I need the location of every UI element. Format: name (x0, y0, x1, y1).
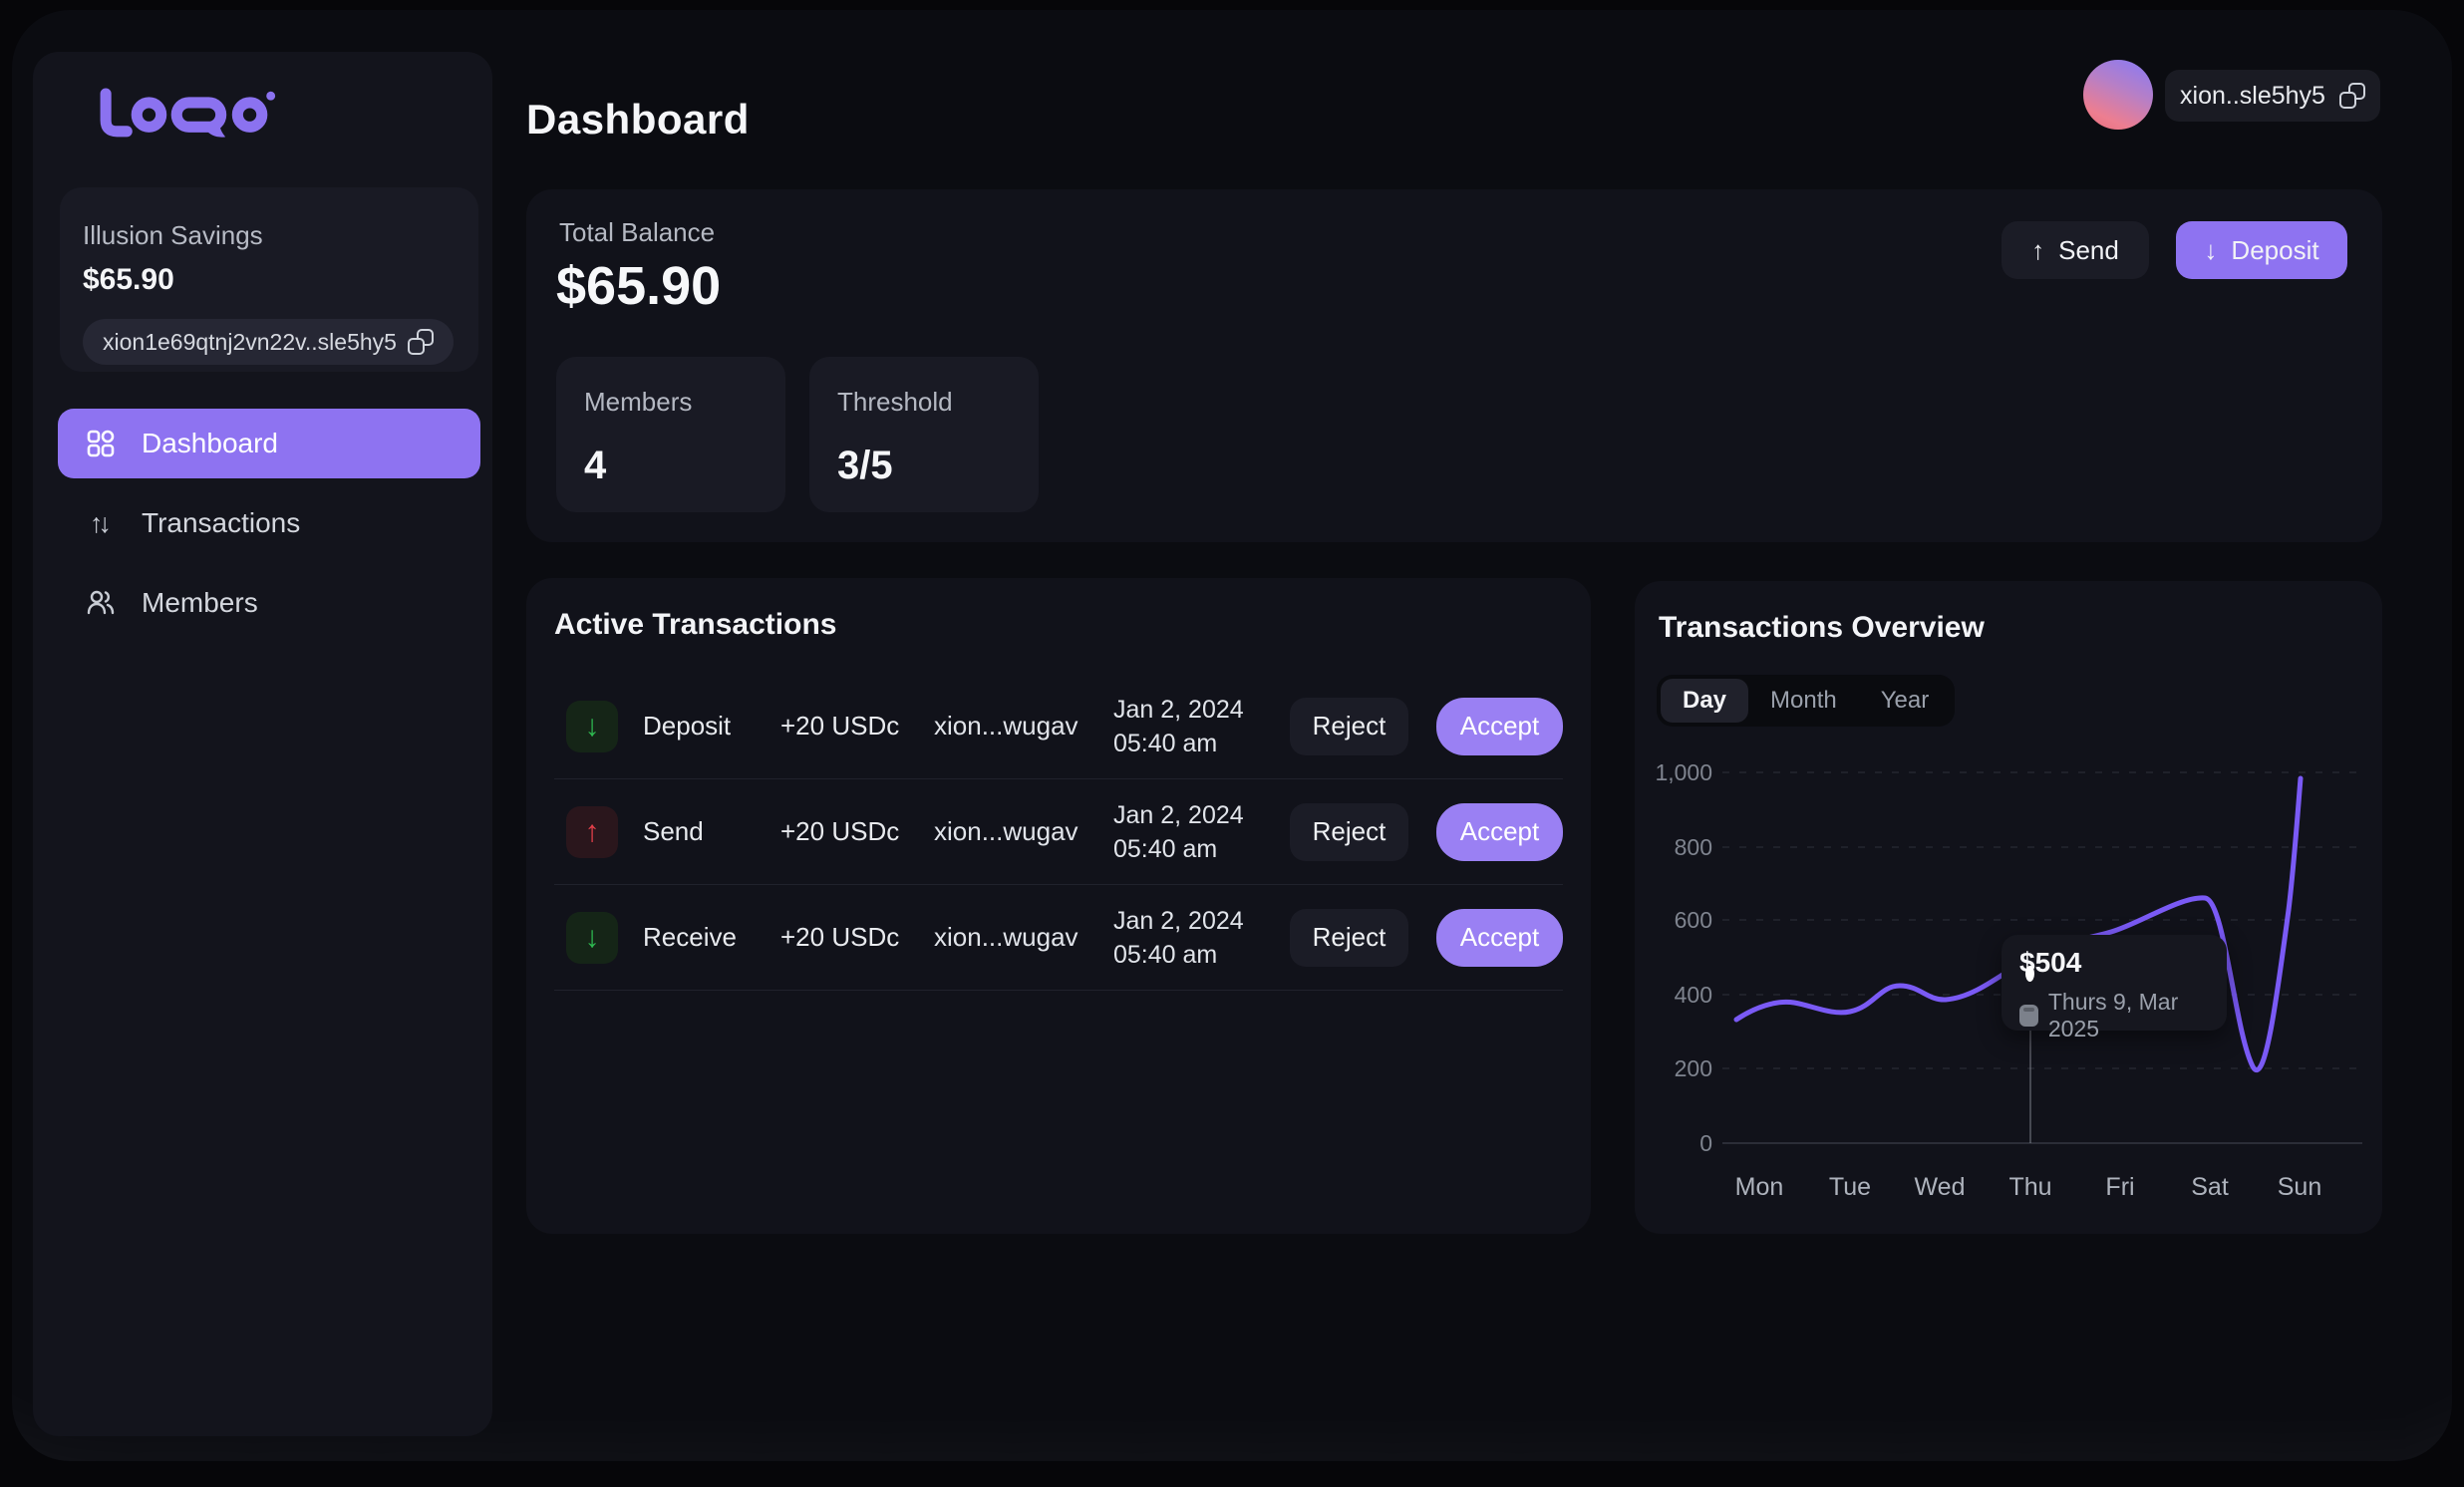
tx-date: Jan 2, 2024 (1113, 800, 1244, 829)
account-name: Illusion Savings (83, 220, 263, 250)
tx-amount: +20 USDc (780, 711, 900, 741)
sidebar: Illusion Savings $65.90 xion1e69qtnj2vn2… (33, 52, 492, 1436)
account-summary-card: Illusion Savings $65.90 xion1e69qtnj2vn2… (60, 187, 478, 372)
tab-month[interactable]: Month (1770, 687, 1837, 714)
threshold-stat-card: Threshold 3/5 (809, 357, 1039, 512)
deposit-button-label: Deposit (2231, 234, 2319, 265)
account-address-pill[interactable]: xion1e69qtnj2vn22v..sle5hy5 (83, 319, 454, 365)
reject-button[interactable]: Reject (1290, 802, 1408, 861)
deposit-arrow-icon: ↓ (566, 700, 618, 752)
total-balance-label: Total Balance (559, 217, 716, 247)
account-address: xion1e69qtnj2vn22v..sle5hy5 (103, 328, 397, 355)
members-stat-card: Members 4 (556, 357, 785, 512)
tx-date: Jan 2, 2024 (1113, 906, 1244, 935)
tooltip-value: $504 (2019, 947, 2082, 978)
members-stat-value: 4 (584, 444, 607, 487)
tx-address: xion...wugav (934, 922, 1078, 952)
table-row: ↓ Deposit +20 USDc xion...wugav Jan 2, 2… (554, 674, 1563, 779)
account-balance: $65.90 (83, 263, 174, 296)
arrow-down-icon: ↓ (2204, 234, 2218, 265)
y-tick: 0 (1699, 1130, 1712, 1156)
tab-year[interactable]: Year (1880, 687, 1930, 714)
avatar[interactable] (2083, 60, 2153, 130)
x-tick: Tue (1829, 1173, 1871, 1201)
y-tick: 600 (1675, 907, 1712, 933)
sidebar-item-label: Dashboard (142, 428, 278, 458)
table-row: ↓ Receive +20 USDc xion...wugav Jan 2, 2… (554, 885, 1563, 991)
transactions-overview-title: Transactions Overview (1659, 611, 1985, 644)
threshold-stat-value: 3/5 (837, 444, 893, 487)
tx-type: Send (643, 816, 704, 846)
tx-datetime: Jan 2, 2024 05:40 am (1113, 693, 1290, 760)
chart-tooltip: $504 Thurs 9, Mar 2025 (2002, 935, 2227, 1041)
reject-button[interactable]: Reject (1290, 908, 1408, 967)
sidebar-item-label: Transactions (142, 507, 301, 538)
send-button-label: Send (2058, 234, 2119, 265)
copy-icon[interactable] (408, 329, 434, 355)
accept-button[interactable]: Accept (1436, 908, 1563, 967)
reject-button[interactable]: Reject (1290, 697, 1408, 755)
x-tick: Fri (2105, 1173, 2134, 1201)
x-tick: Thu (2008, 1173, 2051, 1201)
tx-type: Deposit (643, 711, 732, 741)
tx-datetime: Jan 2, 2024 05:40 am (1113, 798, 1290, 866)
range-tabs: Day Month Year (1657, 675, 1956, 727)
transactions-arrows-icon: ↑↓ (90, 507, 112, 538)
tx-time: 05:40 am (1113, 834, 1218, 863)
x-tick: Sat (2191, 1173, 2229, 1201)
tx-time: 05:40 am (1113, 729, 1218, 757)
tx-datetime: Jan 2, 2024 05:40 am (1113, 904, 1290, 972)
page-title: Dashboard (526, 96, 750, 143)
x-tick: Mon (1735, 1173, 1784, 1201)
accept-button[interactable]: Accept (1436, 802, 1563, 861)
dashboard-grid-icon (86, 429, 116, 458)
tooltip-date: Thurs 9, Mar 2025 (2047, 989, 2179, 1041)
transactions-list: ↓ Deposit +20 USDc xion...wugav Jan 2, 2… (554, 674, 1563, 991)
send-arrow-icon: ↑ (566, 805, 618, 858)
y-tick: 400 (1675, 982, 1712, 1008)
tx-type: Receive (643, 922, 737, 952)
tx-amount: +20 USDc (780, 922, 900, 952)
members-people-icon (86, 588, 116, 618)
x-tick: Wed (1915, 1173, 1966, 1201)
app-logo (95, 88, 294, 145)
tx-time: 05:40 am (1113, 940, 1218, 969)
y-tick: 1,000 (1655, 759, 1712, 785)
send-button[interactable]: ↑ Send (2002, 221, 2149, 279)
copy-icon[interactable] (2338, 83, 2365, 109)
tab-day[interactable]: Day (1661, 679, 1749, 723)
hover-point-marker (2025, 966, 2034, 982)
tx-address: xion...wugav (934, 816, 1078, 846)
deposit-button[interactable]: ↓ Deposit (2176, 221, 2347, 279)
table-row: ↑ Send +20 USDc xion...wugav Jan 2, 2024… (554, 779, 1563, 885)
logo-icon (100, 88, 276, 138)
line-chart: 1,000 800 600 400 200 0 Mon Tue Wed Thu … (1655, 759, 2362, 1201)
sidebar-nav: Dashboard ↑↓ Transactions (58, 409, 480, 648)
x-tick: Sun (2278, 1173, 2321, 1201)
transactions-overview-panel: Transactions Overview Day Month Year (1635, 581, 2382, 1234)
receive-arrow-icon: ↓ (566, 911, 618, 964)
app-frame: Illusion Savings $65.90 xion1e69qtnj2vn2… (12, 10, 2452, 1461)
accept-button[interactable]: Accept (1436, 697, 1563, 755)
wallet-address-short: xion..sle5hy5 (2180, 81, 2325, 110)
sidebar-item-transactions[interactable]: ↑↓ Transactions (58, 488, 480, 558)
tx-date: Jan 2, 2024 (1113, 695, 1244, 724)
active-transactions-panel: Active Transactions ↓ Deposit +20 USDc x… (526, 578, 1591, 1234)
threshold-stat-label: Threshold (837, 387, 953, 417)
arrow-up-icon: ↑ (2031, 234, 2045, 265)
tx-address: xion...wugav (934, 711, 1078, 741)
y-tick: 200 (1675, 1055, 1712, 1081)
sidebar-item-dashboard[interactable]: Dashboard (58, 409, 480, 478)
sidebar-item-members[interactable]: Members (58, 568, 480, 638)
members-stat-label: Members (584, 387, 693, 417)
total-balance-value: $65.90 (556, 256, 722, 316)
active-transactions-title: Active Transactions (554, 608, 837, 641)
total-balance-panel: Total Balance $65.90 ↑ Send ↓ Deposit Me… (526, 189, 2382, 542)
calendar-icon (2019, 1005, 2038, 1027)
sidebar-item-label: Members (142, 587, 258, 618)
tx-amount: +20 USDc (780, 816, 900, 846)
y-tick: 800 (1675, 834, 1712, 860)
wallet-chip[interactable]: xion..sle5hy5 (2165, 70, 2380, 122)
